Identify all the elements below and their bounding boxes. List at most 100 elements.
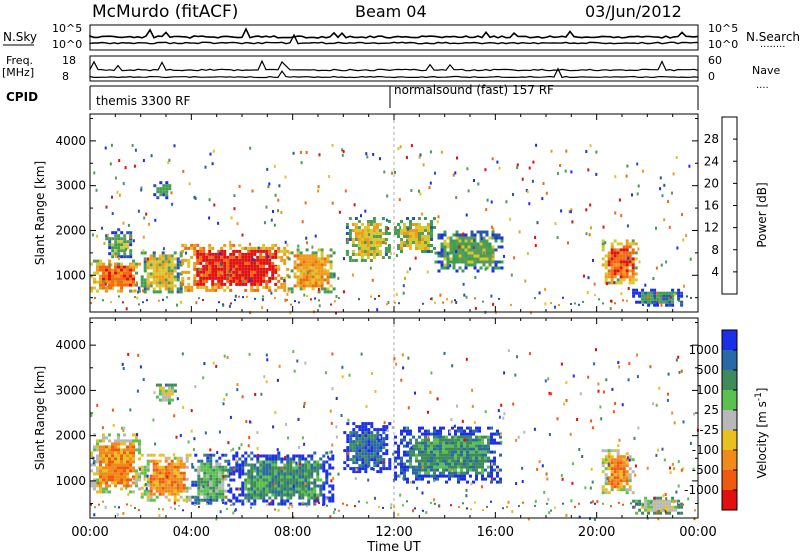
echo-cell [619, 461, 623, 465]
echo-cell [625, 263, 629, 267]
echo-cell [214, 273, 218, 277]
echo-cell [385, 467, 389, 471]
echo-cell [373, 443, 377, 447]
echo-cell [461, 257, 465, 261]
echo-cell [105, 463, 108, 467]
echo-cell [227, 468, 231, 472]
echo-cell [208, 249, 212, 253]
echo-speck [329, 409, 332, 413]
echo-speck [675, 358, 678, 362]
echo-cell [111, 280, 114, 284]
echo-cell [307, 493, 311, 497]
echo-cell [224, 474, 228, 478]
echo-cell [108, 454, 111, 458]
echo-cell [149, 281, 153, 285]
echo-cell [631, 272, 635, 276]
echo-cell [120, 460, 123, 464]
echo-cell [433, 435, 436, 439]
echo-cell [173, 489, 177, 493]
echo-cell [173, 269, 177, 273]
echo-cell [310, 472, 314, 476]
echo-cell [311, 287, 315, 291]
echo-speck [661, 447, 664, 451]
echo-cell [314, 281, 318, 285]
echo-speck [101, 226, 103, 230]
echo-cell [105, 469, 108, 473]
echo-speck [678, 502, 680, 504]
echo-speck [303, 402, 306, 405]
echo-cell [165, 193, 169, 197]
echo-cell [485, 248, 489, 252]
echo-cell [105, 481, 108, 485]
colorbar-tick-label: 20 [704, 176, 719, 190]
echo-cell [129, 265, 132, 269]
echo-cell [268, 267, 272, 271]
echo-cell [433, 468, 436, 472]
echo-cell [671, 505, 675, 509]
echo-cell [286, 487, 290, 491]
echo-cell [421, 450, 424, 454]
echo-cell [265, 285, 269, 289]
echo-cell [351, 250, 355, 253]
echo-speck [570, 170, 573, 174]
echo-cell [149, 254, 153, 258]
freq-unit-label: [MHz] [2, 66, 34, 79]
echo-cell [346, 434, 350, 438]
echo-cell [152, 465, 156, 469]
echo-cell [208, 255, 212, 259]
echo-cell [625, 479, 629, 483]
echo-cell [349, 434, 353, 438]
echo-cell [481, 468, 484, 472]
echo-cell [481, 450, 484, 454]
echo-cell [123, 246, 127, 250]
echo-cell [247, 493, 251, 497]
echo-cell [274, 249, 278, 253]
echo-cell [316, 469, 320, 473]
echo-speck [106, 286, 109, 290]
echo-cell [424, 459, 427, 463]
echo-cell [349, 449, 353, 453]
echo-cell [601, 461, 605, 465]
echo-cell [152, 287, 156, 291]
echo-cell [129, 283, 132, 287]
echo-cell [440, 233, 444, 237]
echo-speck [249, 242, 251, 246]
echo-cell [93, 277, 96, 281]
echo-speck [372, 153, 375, 156]
echo-speck [142, 235, 145, 239]
echo-speck [565, 399, 568, 402]
echo-cell [241, 466, 245, 470]
echo-cell [126, 478, 129, 482]
echo-cell [357, 220, 361, 223]
echo-cell [105, 436, 108, 440]
echo-cell [394, 232, 397, 235]
echo-cell [217, 270, 221, 274]
echo-cell [448, 447, 451, 451]
echo-cell [616, 278, 620, 282]
echo-cell [451, 474, 454, 478]
echo-cell [406, 480, 409, 484]
echo-cell [129, 466, 132, 470]
echo-cell [622, 488, 626, 492]
echo-cell [442, 426, 445, 430]
echo-cell [625, 251, 629, 255]
echo-cell [283, 276, 287, 280]
echo-cell [607, 458, 611, 462]
echo-cell [229, 276, 233, 280]
echo-cell [473, 257, 477, 261]
echo-cell [440, 248, 444, 252]
echo-cell [457, 453, 460, 457]
echo-cell [484, 447, 487, 451]
echo-cell [446, 254, 450, 258]
echo-cell [271, 460, 275, 464]
echo-cell [123, 475, 126, 479]
echo-cell [494, 266, 498, 270]
echo-cell [259, 270, 263, 274]
echo-cell [102, 448, 105, 452]
echo-cell [319, 478, 323, 482]
echo-cell [478, 456, 481, 460]
echo-cell [475, 429, 478, 433]
echo-cell [193, 243, 197, 247]
echo-speck [590, 226, 592, 230]
